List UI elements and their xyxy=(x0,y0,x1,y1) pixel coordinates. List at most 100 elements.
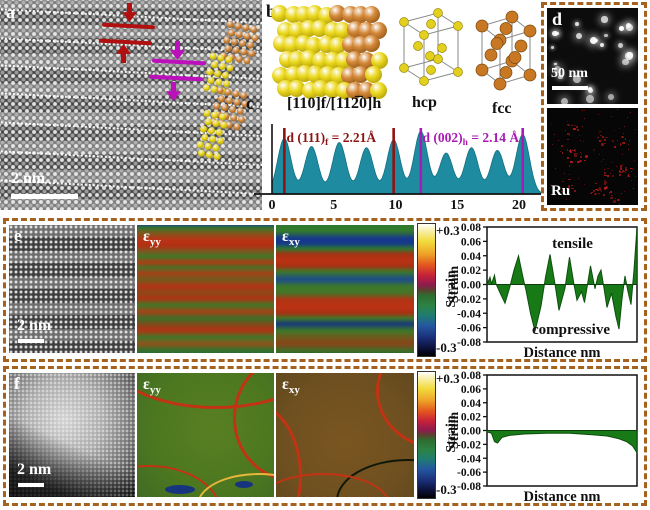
ru-speckle xyxy=(621,164,624,167)
svg-text:-0.04: -0.04 xyxy=(457,453,481,465)
ru-speckle xyxy=(598,154,600,156)
overlay-dot xyxy=(236,107,245,116)
ru-speckle xyxy=(621,143,623,145)
panel-label-d: d xyxy=(552,9,563,29)
overlay-dot xyxy=(208,135,217,144)
overlay-dot xyxy=(197,149,206,158)
nanoparticle-dot xyxy=(573,75,581,83)
scale-bar-label: 2 nm xyxy=(11,170,46,187)
svg-text:d (111)f = 2.21Å: d (111)f = 2.21Å xyxy=(286,130,376,148)
ru-speckle xyxy=(568,185,571,188)
atomic-lattice-texture xyxy=(9,225,135,353)
hcp-unit-cell xyxy=(399,8,463,86)
ru-speckle xyxy=(603,194,606,196)
scale-bar-label: 2 nm xyxy=(17,317,52,334)
overlay-dot xyxy=(225,63,235,73)
overlay-dot xyxy=(205,150,214,160)
nanoparticle-dot xyxy=(622,58,629,66)
overlay-dot xyxy=(218,112,227,121)
strain-texture xyxy=(276,225,414,353)
overlay-dot xyxy=(215,128,224,137)
svg-text:0.00: 0.00 xyxy=(461,426,481,438)
svg-text:0.02: 0.02 xyxy=(461,412,481,424)
nanoparticle-dot xyxy=(587,86,592,91)
ru-speckle xyxy=(550,122,552,124)
svg-text:5: 5 xyxy=(330,198,337,213)
ru-speckle xyxy=(600,190,603,192)
svg-text:-0.06: -0.06 xyxy=(457,323,481,335)
strain-arc xyxy=(137,373,274,409)
ru-speckle xyxy=(604,182,606,185)
overlay-dot xyxy=(215,86,225,95)
ru-speckle xyxy=(566,157,568,159)
fcc-atoms xyxy=(475,10,537,91)
ru-speckle xyxy=(598,132,600,134)
overlay-dot xyxy=(205,67,214,77)
ru-speckle xyxy=(603,187,606,190)
ru-speckle xyxy=(559,151,561,153)
ru-speckle xyxy=(606,167,610,170)
ru-speckle xyxy=(605,182,608,184)
row-e-frame: e 2 nm εyy εxy +0.3 -0.3 Strain 0.08 0.06… xyxy=(3,218,647,362)
ru-speckle xyxy=(617,140,619,142)
ru-speckle xyxy=(557,139,559,141)
ru-speckle xyxy=(618,199,620,202)
ru-speckle xyxy=(610,196,613,199)
ru-speckle xyxy=(610,190,612,193)
ru-speckle xyxy=(583,183,585,185)
atom-pd xyxy=(287,79,305,97)
fcc-label: fcc xyxy=(492,100,512,117)
ru-speckle xyxy=(553,133,555,135)
ru-speckle xyxy=(561,151,563,154)
ru-speckle xyxy=(599,131,602,133)
ru-speckle xyxy=(624,167,627,170)
overlay-dot xyxy=(250,33,260,43)
nanoparticle-dot xyxy=(589,36,597,45)
ru-speckle xyxy=(574,190,576,192)
atom-ru xyxy=(345,51,363,69)
ru-speckle xyxy=(630,180,632,182)
ru-speckle xyxy=(623,190,625,192)
strain-texture xyxy=(137,225,274,353)
overlay-dot xyxy=(223,88,233,97)
colorbar-min: -0.3 xyxy=(436,482,457,497)
ru-speckle xyxy=(579,139,581,141)
overlay-dot xyxy=(246,41,255,50)
ru-speckle xyxy=(561,190,563,193)
ru-speckle xyxy=(624,138,627,141)
svg-text:0.06: 0.06 xyxy=(461,236,481,248)
overlay-dot xyxy=(212,102,221,111)
strain-colorbar xyxy=(417,371,436,499)
ru-speckle xyxy=(630,112,632,114)
ru-speckle xyxy=(603,143,607,145)
ru-speckle xyxy=(570,160,573,163)
overlay-dot xyxy=(239,47,248,57)
ru-speckle xyxy=(630,171,632,173)
overlay-dot xyxy=(208,52,218,61)
ru-speckle xyxy=(554,167,556,169)
ru-speckle xyxy=(549,184,551,186)
ru-speckle xyxy=(595,182,597,184)
ru-speckle xyxy=(564,129,566,131)
overlay-dot xyxy=(220,103,229,112)
ru-speckle xyxy=(619,171,622,173)
ru-speckle xyxy=(568,174,570,176)
svg-text:Strain: Strain xyxy=(449,266,462,304)
ru-speckle xyxy=(625,176,627,178)
overlay-dot xyxy=(214,77,223,87)
ru-speckle xyxy=(551,143,553,145)
ru-speckle xyxy=(581,153,583,155)
panel-d-frame: d 50 nm Ru xyxy=(541,2,647,211)
svg-text:0.00: 0.00 xyxy=(461,280,481,292)
ru-speckle xyxy=(574,125,576,127)
nanoparticle-dot xyxy=(574,22,579,27)
ru-speckle xyxy=(624,125,626,127)
overlay-dot xyxy=(213,69,222,78)
ru-speckle xyxy=(597,192,600,194)
ru-speckle xyxy=(566,148,569,151)
ru-speckle xyxy=(597,114,599,116)
e-strain-profile-plot: 0.08 0.06 0.04 0.02 0.00 -0.02 -0.04 -0.06 -0.08… xyxy=(449,222,638,359)
overlay-dot xyxy=(212,152,222,161)
ru-speckle xyxy=(561,145,563,148)
svg-text:0.02: 0.02 xyxy=(461,265,481,277)
